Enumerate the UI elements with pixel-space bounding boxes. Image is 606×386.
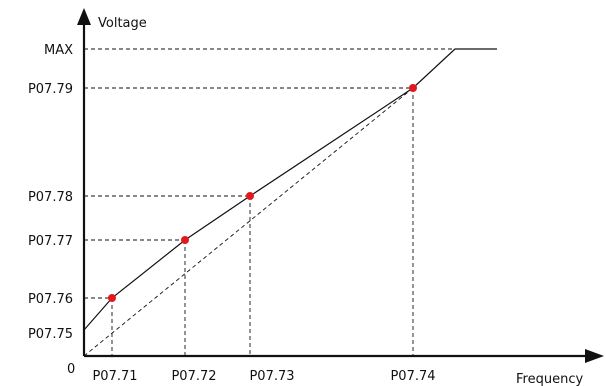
axes (77, 8, 604, 363)
x-tick-p0771: P07.71 (92, 369, 137, 384)
x-tick-p0772: P07.72 (171, 369, 216, 384)
y-tick-p0776: P07.76 (28, 292, 73, 307)
x-tick-labels: P07.71 P07.72 P07.73 P07.74 (92, 369, 435, 384)
x-tick-p0774: P07.74 (390, 369, 435, 384)
y-tick-max: MAX (44, 43, 73, 58)
point-p0774-p0779 (409, 84, 417, 92)
y-tick-labels: MAX P07.79 P07.78 P07.77 P07.76 P07.75 (28, 43, 73, 342)
point-p0772-p0777 (181, 236, 189, 244)
horizontal-guides (84, 48, 455, 299)
y-tick-p0778: P07.78 (28, 190, 73, 205)
x-axis-label: Frequency (516, 372, 583, 386)
vertical-guides (111, 88, 414, 356)
point-p0773-p0778 (246, 192, 254, 200)
y-axis-arrow (77, 8, 91, 25)
y-tick-p0775: P07.75 (28, 327, 73, 342)
y-axis-label: Voltage (98, 16, 147, 31)
origin-label: 0 (67, 362, 75, 377)
y-tick-p0779: P07.79 (28, 82, 73, 97)
y-tick-p0777: P07.77 (28, 234, 73, 249)
vf-points (108, 84, 417, 302)
vf-curve-line (83, 48, 497, 331)
x-tick-p0773: P07.73 (249, 369, 294, 384)
linear-reference-line (83, 87, 414, 357)
x-axis-arrow (585, 349, 604, 363)
point-p0771-p0776 (108, 294, 116, 302)
